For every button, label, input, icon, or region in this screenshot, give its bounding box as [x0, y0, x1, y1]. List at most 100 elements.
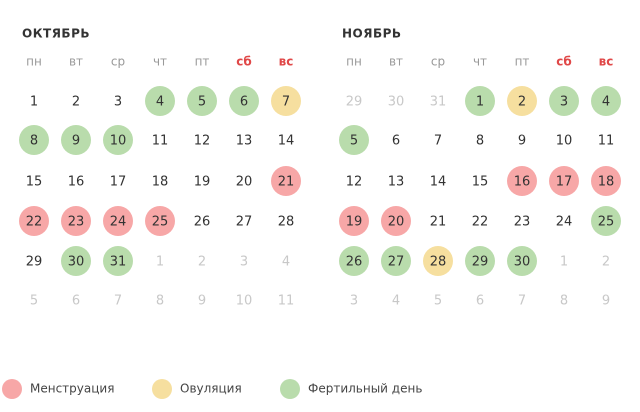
day-number[interactable]: 23 [514, 215, 531, 230]
day-number[interactable]: 29 [472, 255, 489, 270]
legend-swatch [280, 379, 300, 399]
day-highlight [19, 125, 49, 155]
day-highlight [549, 86, 579, 116]
weekday-label: ср [431, 55, 445, 69]
day-number[interactable]: 20 [236, 175, 253, 190]
day-number[interactable]: 5 [198, 95, 206, 110]
weekday-label: вт [389, 55, 403, 69]
day-number: 30 [388, 95, 405, 110]
legend-label: Фертильный день [308, 382, 422, 396]
day-highlight [339, 125, 369, 155]
day-number[interactable]: 16 [68, 175, 85, 190]
day-number[interactable]: 20 [388, 215, 405, 230]
day-number[interactable]: 15 [26, 175, 43, 190]
day-number[interactable]: 7 [282, 95, 290, 110]
day-number[interactable]: 29 [26, 255, 43, 270]
day-number[interactable]: 8 [476, 134, 484, 149]
day-number[interactable]: 4 [602, 95, 610, 110]
day-number[interactable]: 11 [152, 134, 169, 149]
weekday-label: пт [515, 55, 530, 69]
day-highlight [339, 206, 369, 236]
day-number[interactable]: 25 [152, 215, 169, 230]
weekday-label: чт [473, 55, 487, 69]
day-highlight [61, 246, 91, 276]
day-number[interactable]: 13 [388, 175, 405, 190]
day-number: 31 [430, 95, 447, 110]
day-number[interactable]: 16 [514, 175, 531, 190]
day-number[interactable]: 11 [598, 134, 615, 149]
day-number[interactable]: 12 [194, 134, 211, 149]
day-number[interactable]: 10 [110, 134, 127, 149]
day-number: 9 [198, 294, 206, 309]
day-highlight [507, 86, 537, 116]
day-number[interactable]: 28 [430, 255, 447, 270]
day-number[interactable]: 19 [194, 175, 211, 190]
day-number[interactable]: 18 [598, 175, 615, 190]
day-number: 29 [346, 95, 363, 110]
day-number[interactable]: 30 [514, 255, 531, 270]
day-highlight [271, 166, 301, 196]
day-number[interactable]: 21 [430, 215, 447, 230]
day-number[interactable]: 9 [518, 134, 526, 149]
day-number[interactable]: 6 [392, 134, 400, 149]
day-number[interactable]: 22 [26, 215, 43, 230]
day-number[interactable]: 18 [152, 175, 169, 190]
day-number[interactable]: 6 [240, 95, 248, 110]
day-number[interactable]: 1 [30, 95, 38, 110]
day-number[interactable]: 17 [110, 175, 127, 190]
day-number[interactable]: 26 [194, 215, 211, 230]
day-number[interactable]: 15 [472, 175, 489, 190]
day-highlight [381, 246, 411, 276]
day-number[interactable]: 3 [114, 95, 122, 110]
day-highlight [339, 246, 369, 276]
day-number[interactable]: 1 [476, 95, 484, 110]
month-title: ОКТЯБРЬ [22, 27, 90, 41]
day-number[interactable]: 24 [556, 215, 573, 230]
day-number[interactable]: 8 [30, 134, 38, 149]
day-number: 10 [236, 294, 253, 309]
day-number[interactable]: 25 [598, 215, 615, 230]
day-number: 8 [560, 294, 568, 309]
day-number[interactable]: 5 [350, 134, 358, 149]
legend-label: Овуляция [180, 382, 242, 396]
day-highlight [549, 166, 579, 196]
day-number[interactable]: 21 [278, 175, 295, 190]
day-number[interactable]: 30 [68, 255, 85, 270]
day-number[interactable]: 27 [388, 255, 405, 270]
day-number[interactable]: 9 [72, 134, 80, 149]
day-number[interactable]: 13 [236, 134, 253, 149]
day-number[interactable]: 22 [472, 215, 489, 230]
day-number[interactable]: 23 [68, 215, 85, 230]
day-number[interactable]: 28 [278, 215, 295, 230]
weekday-label: сб [556, 55, 572, 69]
weekday-label: вс [599, 55, 614, 69]
day-number[interactable]: 14 [278, 134, 295, 149]
legend-swatch [2, 379, 22, 399]
day-number[interactable]: 2 [72, 95, 80, 110]
day-number: 8 [156, 294, 164, 309]
day-number[interactable]: 27 [236, 215, 253, 230]
day-number: 7 [114, 294, 122, 309]
day-highlight [271, 86, 301, 116]
day-highlight [103, 125, 133, 155]
day-number[interactable]: 10 [556, 134, 573, 149]
day-number[interactable]: 19 [346, 215, 363, 230]
day-highlight [591, 86, 621, 116]
day-number[interactable]: 31 [110, 255, 127, 270]
day-number: 3 [350, 294, 358, 309]
day-highlight [103, 206, 133, 236]
day-number[interactable]: 26 [346, 255, 363, 270]
day-number[interactable]: 12 [346, 175, 363, 190]
day-number[interactable]: 14 [430, 175, 447, 190]
day-number[interactable]: 7 [434, 134, 442, 149]
day-number[interactable]: 2 [518, 95, 526, 110]
day-number[interactable]: 24 [110, 215, 127, 230]
day-number[interactable]: 3 [560, 95, 568, 110]
day-number: 6 [476, 294, 484, 309]
day-highlight [229, 86, 259, 116]
day-number[interactable]: 4 [156, 95, 164, 110]
day-number[interactable]: 17 [556, 175, 573, 190]
month-title: НОЯБРЬ [342, 27, 402, 41]
day-highlight [423, 246, 453, 276]
